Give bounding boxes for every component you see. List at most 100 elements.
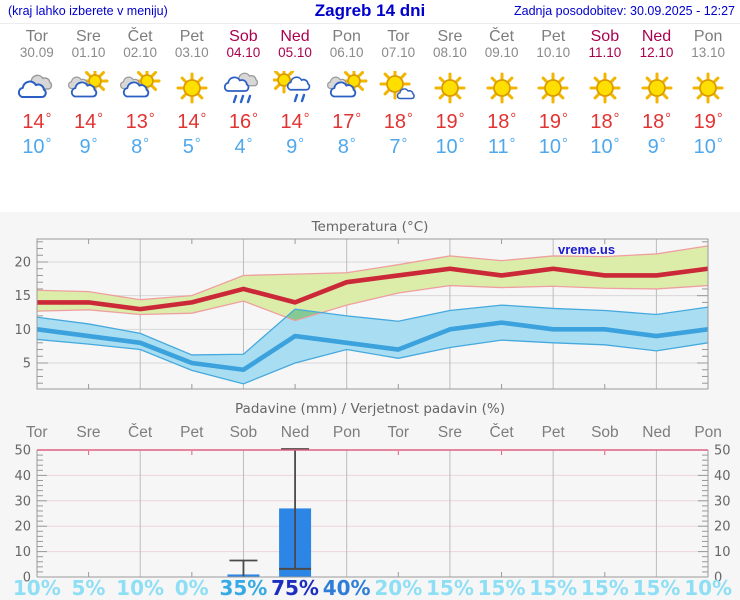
day-name: Tor bbox=[25, 28, 48, 45]
precip-day-name: Ned bbox=[642, 424, 671, 441]
partly-cloudy-icon bbox=[68, 71, 109, 98]
svg-text:20: 20 bbox=[14, 256, 31, 271]
forecast-day-strip: Tor 30.09 14° 10° Sre 01.10 14° 9° Čet 02.10 13° 8°… bbox=[11, 28, 734, 168]
high-temp: 14° bbox=[73, 111, 103, 133]
precip-day-name: Čet bbox=[128, 424, 153, 441]
svg-text:40: 40 bbox=[714, 469, 731, 484]
day-column: Čet 02.10 13° 8° bbox=[114, 28, 166, 168]
day-name: Ned bbox=[641, 28, 672, 45]
day-date: 05.10 bbox=[278, 45, 312, 60]
day-name: Pon bbox=[693, 28, 723, 45]
high-temp: 14° bbox=[177, 111, 207, 133]
sunny-icon bbox=[641, 72, 672, 104]
day-date: 06.10 bbox=[329, 45, 364, 60]
precip-probability: 10% bbox=[116, 576, 165, 600]
sunny-icon bbox=[434, 72, 466, 104]
high-temp: 16° bbox=[228, 111, 258, 133]
day-column: Sob 11.10 18° 10° bbox=[579, 28, 631, 168]
day-column: Tor 30.09 14° 10° bbox=[11, 28, 63, 168]
day-name: Sre bbox=[76, 28, 101, 45]
page-header: (kraj lahko izberete v meniju) Zagreb 14… bbox=[0, 0, 740, 24]
precip-day-name: Tor bbox=[387, 424, 410, 441]
high-temp: 19° bbox=[693, 111, 723, 133]
precipitation-chart-title: Padavine (mm) / Verjetnost padavin (%) bbox=[235, 401, 505, 417]
day-name: Sre bbox=[437, 28, 463, 45]
precip-probability: 15% bbox=[529, 576, 578, 600]
day-date: 01.10 bbox=[71, 45, 106, 60]
partly-cloudy-icon bbox=[120, 71, 161, 98]
svg-text:20: 20 bbox=[714, 520, 731, 535]
day-name: Pet bbox=[541, 28, 566, 45]
max-temp-line bbox=[37, 266, 708, 312]
page-title: Zagreb 14 dni bbox=[314, 1, 426, 20]
sunny-icon bbox=[537, 72, 569, 104]
day-column: Čet 09.10 18° 11° bbox=[476, 28, 528, 168]
rain-icon bbox=[224, 72, 259, 104]
svg-text:10: 10 bbox=[14, 323, 31, 338]
svg-text:0: 0 bbox=[23, 571, 31, 586]
day-date: 04.10 bbox=[226, 45, 261, 60]
svg-text:20: 20 bbox=[14, 520, 31, 535]
low-temp: 9° bbox=[286, 136, 304, 158]
precip-probability-row: 10% 5% 10% 0% 35% 75% 40% 20% 15% 15% 15% 15% 15% 10% bbox=[11, 576, 734, 600]
svg-text:10: 10 bbox=[714, 545, 731, 560]
high-temp: 18° bbox=[590, 111, 620, 133]
low-temp: 8° bbox=[131, 136, 150, 158]
precipitation-chart: 0 0 10 10 20 20 30 30 40 40 50 50 bbox=[14, 444, 731, 586]
day-column: Ned 05.10 14° 9° bbox=[269, 28, 321, 168]
precip-day-name: Sre bbox=[437, 424, 462, 441]
precip-day-name: Pet bbox=[541, 424, 565, 441]
precip-probability: 15% bbox=[426, 576, 474, 600]
low-temp: 9° bbox=[79, 136, 98, 158]
precip-probability: 5% bbox=[71, 576, 106, 600]
precip-probability: 75% bbox=[271, 576, 319, 600]
precip-probability: 20% bbox=[374, 576, 423, 600]
low-temp: 9° bbox=[647, 136, 666, 158]
precip-probability: 40% bbox=[322, 576, 371, 600]
precip-day-labels: Tor Sre Čet Pet Sob Ned Pon Tor Sre Čet Pet Sob Ned P… bbox=[11, 424, 734, 442]
mostly-sunny-icon bbox=[379, 71, 416, 100]
sun-rain-icon bbox=[273, 71, 311, 103]
precip-day-name: Tor bbox=[26, 424, 48, 441]
precip-probability: 15% bbox=[580, 576, 629, 600]
cloudy-icon bbox=[17, 74, 52, 99]
day-column: Tor 07.10 18° 7° bbox=[372, 28, 424, 168]
menu-hint: (kraj lahko izberete v meniju) bbox=[8, 4, 168, 18]
temperature-bands bbox=[37, 245, 708, 385]
low-temp: 10° bbox=[435, 136, 465, 158]
day-column: Ned 12.10 18° 9° bbox=[631, 28, 683, 168]
sunny-icon bbox=[692, 72, 724, 104]
high-temp: 18° bbox=[383, 111, 413, 133]
precip-probability: 35% bbox=[219, 576, 268, 600]
precip-day-name: Sob bbox=[229, 424, 258, 441]
svg-text:30: 30 bbox=[14, 494, 31, 509]
precip-day-name: Čet bbox=[489, 424, 514, 441]
day-column: Sre 01.10 14° 9° bbox=[63, 28, 115, 168]
max-range-band bbox=[37, 245, 708, 321]
watermark: vreme.us bbox=[558, 242, 616, 257]
svg-text:50: 50 bbox=[14, 444, 31, 459]
svg-text:10: 10 bbox=[14, 545, 31, 560]
day-name: Sob bbox=[590, 28, 620, 45]
day-column: Sob 04.10 16° 4° bbox=[218, 28, 270, 168]
day-column: Pet 10.10 19° 10° bbox=[527, 28, 579, 168]
low-temp: 8° bbox=[337, 136, 356, 158]
low-temp: 10° bbox=[22, 136, 52, 158]
sunny-icon bbox=[176, 72, 208, 104]
precip-probability: 15% bbox=[632, 576, 681, 600]
high-temp: 18° bbox=[487, 111, 517, 133]
day-column: Pet 03.10 14° 5° bbox=[166, 28, 218, 168]
day-date: 12.10 bbox=[639, 45, 674, 60]
precip-day-name: Sob bbox=[591, 424, 619, 441]
day-date: 09.10 bbox=[484, 45, 519, 60]
precip-day-name: Ned bbox=[280, 424, 310, 441]
day-name: Pet bbox=[179, 28, 204, 45]
day-name: Tor bbox=[387, 28, 410, 45]
precip-probability: 10% bbox=[12, 576, 61, 600]
day-name: Pon bbox=[332, 28, 361, 45]
svg-text:5: 5 bbox=[23, 356, 31, 371]
high-temp: 18° bbox=[642, 111, 672, 133]
precip-day-name: Pet bbox=[180, 424, 204, 441]
day-column: Pon 13.10 19° 10° bbox=[682, 28, 734, 168]
